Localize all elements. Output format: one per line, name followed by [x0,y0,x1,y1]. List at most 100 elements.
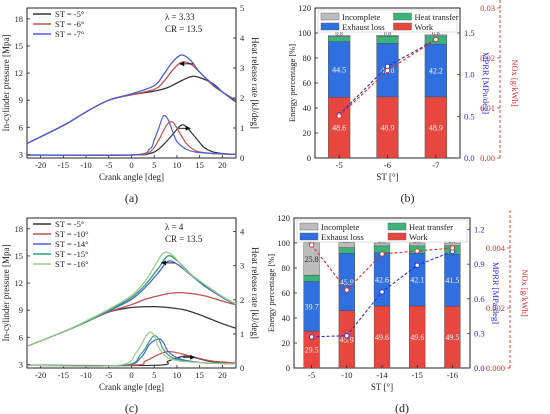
bar-incomplete [338,242,355,248]
mprr-line [338,39,437,116]
y-tick-label-right: 4 [240,227,245,237]
legend-swatch [320,22,340,31]
x-tick-label: 10 [173,370,182,380]
annotation: CR = 13.5 [165,24,203,34]
x-tick-label: -5 [105,160,112,170]
y-tick-label-left: 40 [303,103,312,113]
bar-value-label: 49.6 [410,333,424,342]
bar-value-label: 41.5 [445,276,459,285]
panel-label: (a) [125,191,138,205]
bar-value-label: 42.6 [375,275,389,284]
y-tick-label-left: 120 [277,213,290,223]
y-tick-label-left: 20 [282,338,291,348]
y-axis-title-left: Energy percentage [%] [266,254,276,332]
pressure-line [27,291,236,347]
y-tick-label-right: 5 [240,3,244,13]
legend-label: ST = -16° [55,259,89,269]
legend-label: ST = -10° [55,229,89,239]
y-tick-label-nox: 0.004 [486,243,506,253]
legend-label: ST = -5° [55,9,84,19]
legend-label: Exhaust loss [342,22,385,32]
legend-label: ST = -15° [55,249,89,259]
heat-release-line [27,114,236,157]
y-tick-label-mprr: 0.5 [464,111,475,121]
panel-label: (d) [395,401,409,414]
bar-value-label: 39.7 [305,302,319,311]
legend-label: Incomplete [342,12,380,22]
bar-value-label: 49.5 [445,333,459,342]
x-tick-label: -7 [432,160,439,170]
legend-swatch [393,12,412,21]
y-tick-label-right: 3 [240,63,244,73]
y-tick-label-left: 60 [282,288,291,298]
pressure-line [27,61,236,145]
legend-label: ST = -14° [55,239,89,249]
y-tick-label-left: 12 [15,68,24,78]
y-tick-label-left: 80 [282,263,291,273]
y-tick-label-nox: 0.03 [480,3,495,13]
annotation: λ = 3.33 [165,12,195,22]
y-tick-label-left: 3 [19,149,23,159]
pressure-line [27,75,236,145]
bar-value-label: 48.9 [429,123,443,132]
bar-value-label: 48.9 [381,123,395,132]
y-axis-title-right: Heat release rate [kJ/deg] [250,247,260,339]
x-tick-label: -10 [341,370,352,380]
legend-label: Heat transfer [409,222,453,232]
bar-heat-transfer [303,274,320,282]
bar-small-label: 0.8 [432,31,440,37]
nox-point [384,67,391,74]
arrow-heat-release-head [190,354,196,360]
heat-release-line [27,350,236,367]
bar-value-label: 45.9 [340,335,354,344]
y-tick-label-right: 0 [240,153,244,163]
nox-point [414,248,420,254]
y-tick-label-left: 18 [15,224,24,234]
bar-heat-transfer [338,247,355,254]
x-tick-label: 15 [195,370,204,380]
heat-release-line [27,331,236,367]
pressure-line [27,305,236,347]
heat-release-line [27,121,236,156]
y-tick-label-left: 9 [19,305,23,315]
legend-label: Exhaust loss [321,232,364,242]
x-tick-label: -15 [58,370,69,380]
bar-incomplete [424,34,447,37]
bar-value-label: 29.5 [305,346,319,355]
pressure-line [27,255,236,347]
bar-value-label: 48.6 [332,124,346,133]
bar-small-label: 0.8 [384,31,392,37]
y-axis-title-nox: NOx [g/kWh] [510,59,520,107]
y-tick-label-left: 60 [303,78,312,88]
y-tick-label-left: 9 [19,95,23,105]
x-axis-title: ST [°] [371,382,393,392]
bar-heat-transfer [376,36,399,44]
heat-release-line [27,334,236,367]
arrow-heat-release-head [185,125,191,131]
y-axis-title-nox: NOx [g/kWh] [520,269,530,317]
x-tick-label: -5 [336,160,343,170]
y-tick-label-left: 0 [286,363,290,373]
x-tick-label: -10 [80,160,91,170]
y-tick-label-right: 4 [240,33,245,43]
x-axis-title: ST [°] [376,172,398,182]
nox-point [433,36,439,43]
y-tick-label-nox: 0.01 [480,103,495,113]
nox-point [344,287,350,293]
y-tick-label-left: 40 [282,313,291,323]
heat-release-line [27,355,236,367]
y-tick-label-left: 15 [15,251,24,261]
legend-label: ST = -5° [55,219,84,229]
legend-label: ST = -7° [55,29,84,39]
y-tick-label-left: 20 [303,128,312,138]
y-axis-title-mprr: MPRR [MPa/deg] [491,262,501,324]
legend-label: ST = -6° [55,19,84,29]
x-tick-label: 15 [195,160,204,170]
heat-release-line [27,338,236,367]
y-tick-label-right: 2 [240,295,244,305]
legend-swatch [387,232,407,241]
y-tick-label-nox: 0.00 [480,153,495,163]
x-tick-label: 0 [129,160,133,170]
y-tick-label-left: 18 [15,14,24,24]
